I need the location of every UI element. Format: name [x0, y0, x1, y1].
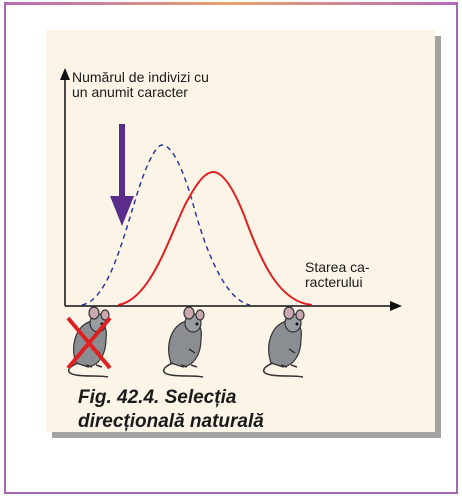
y-axis-label: un anumit caracter — [72, 84, 188, 100]
x-axis-label: Starea ca- — [305, 259, 370, 275]
shifted-distribution — [117, 170, 313, 306]
y-axis-label: Numărul de indivizi cu — [72, 69, 209, 85]
original-distribution — [81, 144, 251, 306]
shift-arrowhead — [110, 196, 134, 226]
cross-mark — [66, 316, 112, 370]
frame-right — [456, 2, 458, 494]
panel — [46, 30, 435, 432]
y-arrow — [60, 68, 70, 80]
frame-bottom — [4, 492, 458, 494]
frame-left — [4, 2, 6, 494]
x-axis-label: racterului — [305, 274, 363, 290]
caption: direcțională naturală — [78, 411, 264, 432]
x-arrow — [390, 301, 402, 311]
caption: Fig. 42.4. Selecția — [78, 387, 237, 408]
frame-top — [4, 2, 458, 5]
